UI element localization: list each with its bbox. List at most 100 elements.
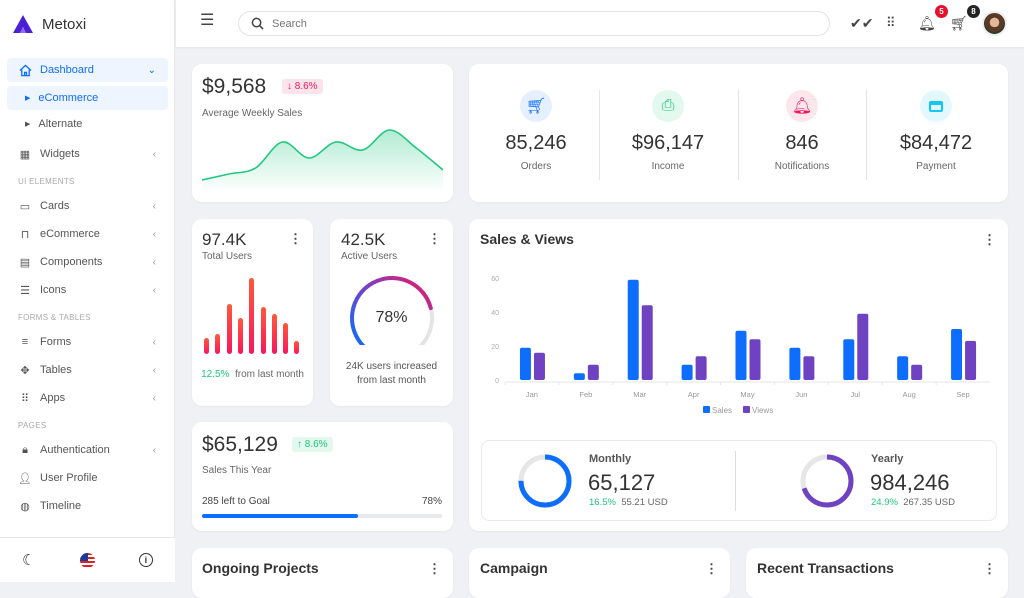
sidebar-item-timeline[interactable]: ◍ Timeline (7, 494, 168, 518)
sidebar-item-label: User Profile (40, 472, 98, 484)
logo[interactable]: Metoxi (12, 14, 86, 34)
ongoing-projects-card: Ongoing Projects ⋮ (192, 548, 453, 598)
sidebar-item-apps[interactable]: ⠿ Apps ‹ (7, 386, 168, 410)
sidebar-item-label: Timeline (40, 500, 82, 512)
sidebar-subitem-ecommerce[interactable]: ▶ eCommerce (7, 86, 168, 110)
sidebar-item-authentication[interactable]: 🔒︎ Authentication ‹ (7, 438, 168, 462)
chevron-left-icon: ‹ (152, 228, 156, 240)
brand-name: Metoxi (42, 15, 87, 33)
sparkline-chart (202, 129, 443, 192)
x-tick-label: Jun (795, 390, 807, 399)
x-tick-label: Aug (902, 390, 915, 399)
search-box[interactable] (238, 11, 830, 36)
weekly-sales-value: $9,568 (202, 75, 267, 98)
goal-text: 285 left to Goal (202, 496, 270, 507)
archive-icon: ▭ (19, 200, 31, 213)
users-bar (249, 278, 255, 354)
more-options-icon[interactable]: ⋮ (983, 232, 996, 247)
sidebar-item-label: Apps (40, 392, 66, 404)
total-users-value: 97.4K (202, 230, 247, 249)
cart-badge: 8 (967, 5, 980, 18)
home-icon (18, 63, 32, 77)
more-options-icon[interactable]: ⋮ (428, 231, 441, 246)
sidebar-item-user-profile[interactable]: 👤︎ User Profile (7, 466, 168, 490)
card-title: Sales & Views (480, 231, 574, 247)
apps-grid-icon[interactable]: ⠿ (886, 15, 896, 30)
sparkline-line (202, 129, 443, 181)
more-options-icon[interactable]: ⋮ (428, 561, 441, 576)
moon-icon[interactable]: ☾ (22, 552, 36, 569)
sidebar-subitem-alternate[interactable]: ▶ Alternate (7, 112, 168, 136)
info-icon[interactable]: i (138, 553, 153, 567)
stat-orders: 🛒︎ 85,246 Orders (469, 64, 603, 202)
sidebar-item-components[interactable]: ▤ Components ‹ (7, 250, 168, 274)
bar-sales (843, 339, 855, 380)
sidebar-item-forms[interactable]: ≡ Forms ‹ (7, 330, 168, 354)
widgets-icon: ▦ (19, 148, 31, 161)
change-value: 12.5% (201, 369, 230, 380)
credit-card-icon (920, 90, 952, 122)
avatar[interactable] (982, 11, 1007, 36)
sidebar-item-widgets[interactable]: ▦ Widgets ‹ (7, 142, 168, 166)
sidebar-item-label: Dashboard (40, 64, 94, 76)
chevron-left-icon: ‹ (152, 200, 156, 212)
stats-card: 🛒︎ 85,246 Orders ⎙ $96,147 Income 🔔︎ 846 Notif… (469, 64, 1008, 202)
stat-value: $96,147 (631, 132, 705, 154)
divider (599, 90, 600, 180)
change-value: 16.5% (589, 497, 616, 508)
gauge-percent: 78% (375, 309, 408, 326)
summary-box: Monthly 65,127 16.5% 55.21 USD Yearly 98… (481, 440, 997, 521)
search-input[interactable] (272, 17, 772, 30)
bar-views (695, 356, 707, 380)
sales-year-card: $65,129 ↑ 8.6% Sales This Year 285 left … (192, 422, 453, 531)
goal-percent: 78% (421, 496, 442, 507)
sidebar-item-label: Forms (40, 336, 72, 348)
campaign-card: Campaign ⋮ (469, 548, 730, 598)
bar-sales (519, 347, 531, 380)
x-tick-label: Apr (688, 390, 700, 399)
x-tick-label: Jan (526, 390, 538, 399)
sidebar-item-icons[interactable]: ☰ Icons ‹ (7, 278, 168, 302)
double-check-icon[interactable]: ✔✔ (850, 15, 874, 31)
bar-views (641, 305, 653, 380)
recent-transactions-card: Recent Transactions ⋮ (746, 548, 1008, 598)
printer-icon: ⎙ (652, 90, 684, 122)
gauge-fill (350, 276, 433, 345)
more-options-icon[interactable]: ⋮ (983, 561, 996, 576)
cart-button[interactable]: 🛒︎ 8 (950, 5, 980, 31)
active-users-label: Active Users (341, 251, 398, 262)
chevron-left-icon: ‹ (152, 284, 156, 296)
chevron-left-icon: ‹ (152, 148, 156, 160)
weekly-sales-label: Average Weekly Sales (202, 108, 303, 119)
bar-sales (573, 373, 585, 380)
sidebar-item-label: Tables (40, 364, 72, 376)
shopping-bag-icon: ⊓ (20, 228, 30, 241)
users-bar (294, 341, 300, 354)
sidebar-item-label: eCommerce (38, 92, 99, 104)
goal-progress-bar (202, 514, 442, 518)
menu-icon[interactable]: ☰ (200, 12, 215, 29)
bar-views (857, 313, 869, 380)
chevron-left-icon: ‹ (152, 364, 156, 376)
sparkline-area (202, 129, 443, 192)
sidebar-item-cards[interactable]: ▭ Cards ‹ (7, 194, 168, 218)
active-users-card: 42.5K ⋮ Active Users 78% 24K users incre… (330, 219, 453, 406)
more-options-icon[interactable]: ⋮ (289, 231, 302, 246)
yearly-value: 984,246 (870, 470, 950, 495)
cart-icon: 🛒︎ (520, 90, 552, 122)
more-options-icon[interactable]: ⋮ (705, 561, 718, 576)
sidebar-item-dashboard[interactable]: Dashboard ⌄ (7, 58, 168, 82)
monthly-donut (518, 454, 572, 508)
sidebar-item-tables[interactable]: ✥ Tables ‹ (7, 358, 168, 382)
bar-sales (951, 329, 963, 380)
change-value: 8.6% (304, 439, 328, 450)
bar-sales (627, 279, 639, 380)
x-tick-label: May (740, 390, 754, 399)
bar-views (911, 364, 923, 380)
notifications-button[interactable]: 🔔︎ 5 (918, 5, 948, 31)
sidebar-item-label: Authentication (40, 444, 110, 456)
stat-label: Income (651, 161, 685, 172)
arrow-down-icon: ↓ (287, 81, 295, 92)
flag-icon[interactable] (79, 552, 95, 568)
sidebar-item-ecommerce[interactable]: ⊓ eCommerce ‹ (7, 222, 168, 246)
